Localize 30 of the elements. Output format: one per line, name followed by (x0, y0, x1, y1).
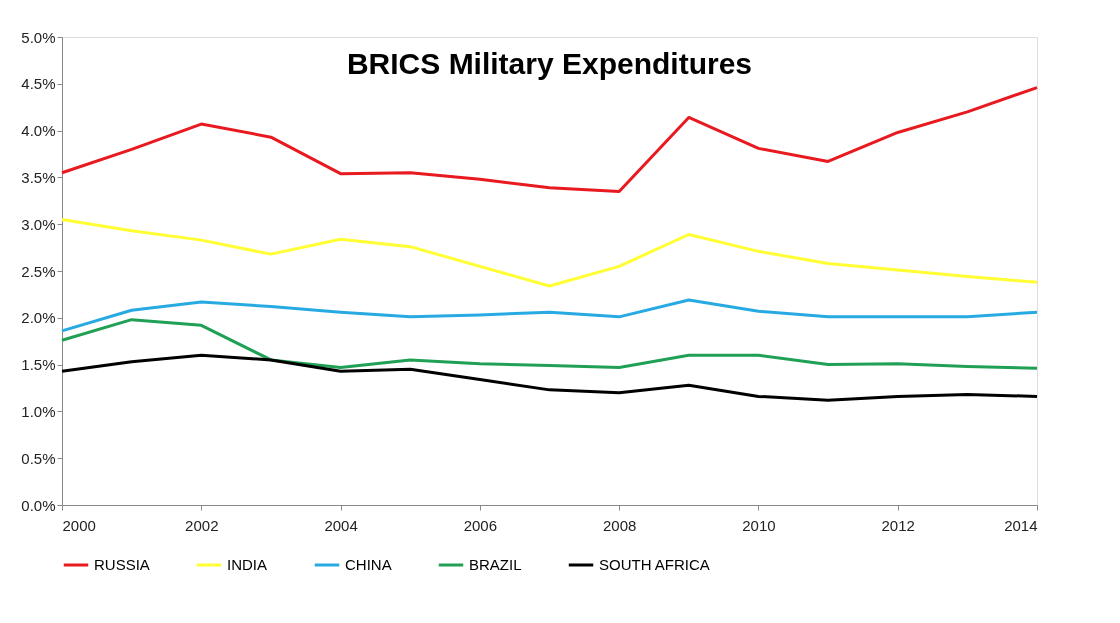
x-tick-label: 2000 (62, 516, 96, 534)
line-series (60, 298, 1039, 333)
x-tick-label: 2006 (463, 516, 498, 534)
legend-label: SOUTH AFRICA (599, 556, 710, 573)
x-tick-label: 2004 (324, 516, 358, 534)
y-tick-label: 3.5% (21, 168, 56, 186)
legend-label: BRAZIL (469, 556, 522, 573)
y-tick-label: 2.5% (21, 262, 56, 280)
line-series (60, 218, 1039, 288)
y-tick-label: 1.5% (21, 356, 56, 374)
y-tick-label: 4.5% (21, 75, 56, 93)
y-tick-label: 2.0% (21, 309, 56, 327)
y-tick-label: 0.0% (21, 496, 56, 514)
line-series (60, 353, 1039, 402)
line-series (60, 318, 1039, 370)
legend-label: CHINA (345, 556, 392, 573)
x-tick-label: 2012 (881, 516, 915, 534)
y-tick-label: 4.0% (21, 122, 56, 140)
y-tick-label: 0.5% (21, 449, 56, 467)
x-tick-label: 2014 (1004, 516, 1038, 534)
line-series (60, 86, 1039, 193)
x-tick-label: 2002 (185, 516, 219, 534)
legend-label: INDIA (227, 556, 268, 573)
x-tick-label: 2010 (742, 516, 776, 534)
y-tick-label: 3.0% (21, 215, 56, 233)
y-tick-label: 5.0% (21, 28, 56, 46)
x-tick-label: 2008 (602, 516, 637, 534)
chart-title: BRICS Military Expenditures (346, 47, 753, 80)
y-tick-label: 1.0% (21, 402, 56, 420)
legend-label: RUSSIA (94, 556, 150, 573)
